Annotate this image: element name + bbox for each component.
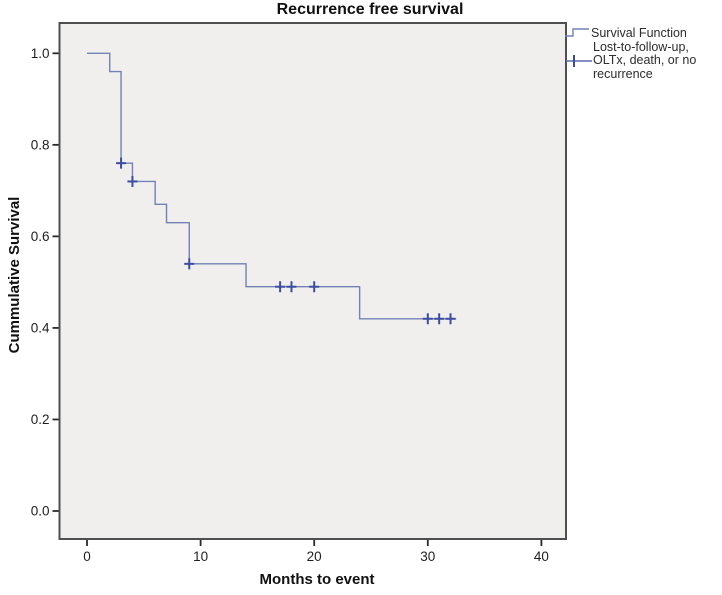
legend-item-label: Survival Function	[591, 26, 687, 40]
legend: Survival Function Lost-to-follow-up, OLT…	[565, 26, 721, 82]
legend-item-censored: Lost-to-follow-up, OLTx, death, or no re…	[565, 39, 721, 82]
x-tick-label: 0	[83, 549, 91, 564]
chart-title: Recurrence free survival	[276, 1, 464, 18]
y-tick-label: 0.6	[31, 229, 50, 244]
y-axis-label: Cummulative Survival	[6, 196, 23, 354]
x-tick-label: 20	[307, 549, 322, 564]
y-tick-label: 0.8	[31, 137, 50, 152]
plot-frame	[58, 22, 567, 540]
x-tick-label: 10	[193, 549, 208, 564]
y-tick-label: 1.0	[31, 46, 50, 61]
x-tick-label: 40	[534, 549, 549, 564]
x-axis-label: Months to event	[259, 571, 375, 588]
y-tick-label: 0.0	[31, 504, 50, 519]
legend-label-line: recurrence	[593, 66, 653, 81]
survival-step-curve	[87, 52, 457, 320]
legend-item-label: Lost-to-follow-up, OLTx, death, or no re…	[593, 39, 697, 82]
y-tick-label: 0.2	[31, 412, 50, 427]
step-line-icon	[565, 28, 589, 37]
y-tick-label: 0.4	[31, 320, 50, 335]
legend-label-line: Lost-to-follow-up,	[593, 39, 689, 54]
legend-item-survival-function: Survival Function	[565, 26, 721, 41]
x-tick-label: 30	[420, 549, 435, 564]
legend-label-line: OLTx, death, or no	[593, 53, 697, 67]
censored-plus-icon	[566, 54, 592, 67]
